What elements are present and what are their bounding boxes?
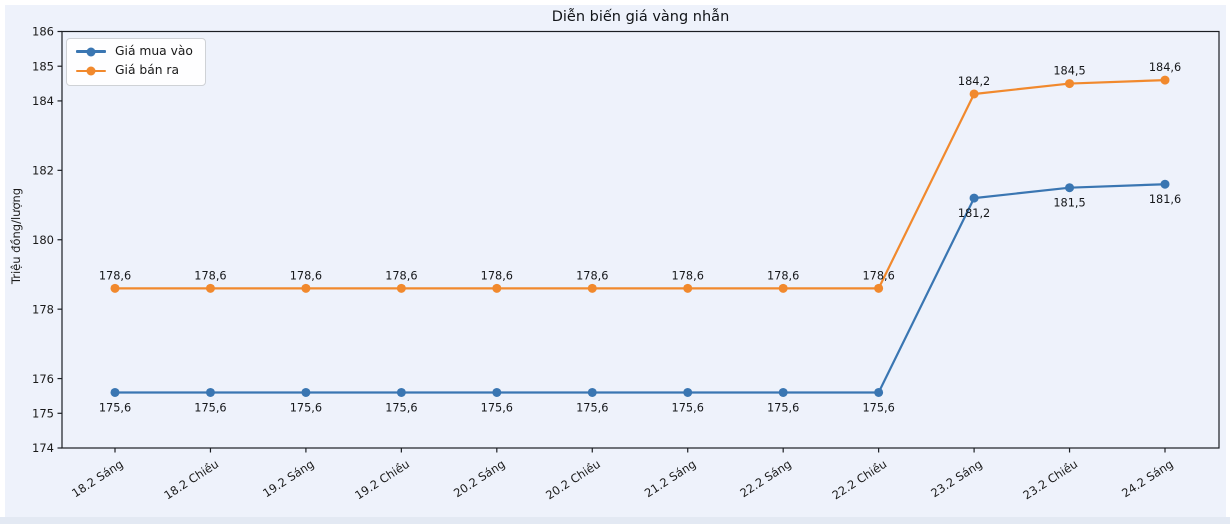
bottom-edge-band xyxy=(0,517,1230,524)
data-label: 175,6 xyxy=(385,401,417,414)
data-label: 175,6 xyxy=(767,401,799,414)
data-label: 178,6 xyxy=(194,269,226,282)
svg-text:185: 185 xyxy=(32,59,54,73)
data-label: 178,6 xyxy=(767,269,799,282)
legend-label-sell: Giá bán ra xyxy=(115,63,180,78)
svg-text:178: 178 xyxy=(32,302,54,316)
data-label: 175,6 xyxy=(99,401,131,414)
plot-frame xyxy=(61,30,1220,449)
data-label: 178,6 xyxy=(99,269,131,282)
y-axis-ticks: 174 175 176 178 180 182 184 185 186 xyxy=(32,25,62,455)
data-label: 175,6 xyxy=(290,401,322,414)
data-label: 178,6 xyxy=(576,269,608,282)
svg-text:22.2 Chiều: 22.2 Chiều xyxy=(830,457,890,503)
data-point xyxy=(205,283,215,293)
svg-text:19.2 Sáng: 19.2 Sáng xyxy=(260,457,316,500)
data-label: 184,6 xyxy=(1149,61,1181,74)
buy-series-swatch xyxy=(76,47,106,57)
sell-series-marker xyxy=(86,66,96,76)
svg-text:18.2 Chiều: 18.2 Chiều xyxy=(161,457,221,503)
sell-series-swatch xyxy=(76,66,106,76)
data-label: 175,6 xyxy=(194,401,226,414)
data-label: 178,6 xyxy=(481,269,513,282)
figure-background xyxy=(5,5,1226,518)
series-1: 178,6 178,6 178,6 178,6 178,6 178,6 178,6 178,6… xyxy=(99,61,1181,293)
data-point xyxy=(396,283,406,293)
data-label: 175,6 xyxy=(672,401,704,414)
data-label: 181,2 xyxy=(958,207,990,220)
data-label: 175,6 xyxy=(481,401,513,414)
svg-text:176: 176 xyxy=(32,372,54,386)
legend-item-sell: Giá bán ra xyxy=(76,63,193,78)
data-point xyxy=(587,283,597,293)
svg-text:22.2 Sáng: 22.2 Sáng xyxy=(737,457,793,500)
data-label: 184,5 xyxy=(1053,65,1085,78)
svg-text:20.2 Sáng: 20.2 Sáng xyxy=(451,457,507,500)
svg-text:21.2 Sáng: 21.2 Sáng xyxy=(642,457,698,500)
data-point xyxy=(587,387,597,397)
svg-text:23.2 Chiều: 23.2 Chiều xyxy=(1020,457,1080,503)
svg-text:20.2 Chiều: 20.2 Chiều xyxy=(543,457,603,503)
svg-text:18.2 Sáng: 18.2 Sáng xyxy=(69,457,125,500)
data-label: 181,6 xyxy=(1149,193,1181,206)
svg-text:175: 175 xyxy=(32,406,54,420)
data-point xyxy=(396,387,406,397)
svg-text:174: 174 xyxy=(32,441,54,455)
chart-title: Diễn biến giá vàng nhẫn xyxy=(551,9,730,25)
data-point xyxy=(492,283,502,293)
data-point xyxy=(1160,179,1170,189)
buy-series-marker xyxy=(86,47,96,57)
data-point xyxy=(683,387,693,397)
data-label: 175,6 xyxy=(576,401,608,414)
data-point xyxy=(110,283,120,293)
data-point xyxy=(1160,75,1170,85)
svg-text:182: 182 xyxy=(32,164,54,178)
data-point xyxy=(778,283,788,293)
data-point xyxy=(683,283,693,293)
legend-label-buy: Giá mua vào xyxy=(115,44,193,58)
legend-item-buy: Giá mua vào xyxy=(76,44,193,59)
data-point xyxy=(969,193,979,203)
data-point xyxy=(1065,79,1075,89)
data-label: 178,6 xyxy=(290,269,322,282)
data-label: 181,5 xyxy=(1053,197,1085,210)
data-point xyxy=(205,387,215,397)
data-point xyxy=(301,283,311,293)
data-label: 178,6 xyxy=(862,269,894,282)
data-point xyxy=(110,387,120,397)
data-label: 178,6 xyxy=(385,269,417,282)
data-point xyxy=(492,387,502,397)
series-0: 175,6 175,6 175,6 175,6 175,6 175,6 175,6 175,6… xyxy=(99,179,1181,414)
svg-text:24.2 Sáng: 24.2 Sáng xyxy=(1119,457,1175,500)
svg-text:19.2 Chiều: 19.2 Chiều xyxy=(352,457,412,503)
svg-text:23.2 Sáng: 23.2 Sáng xyxy=(928,457,984,500)
chart-legend: Giá mua vào Giá bán ra xyxy=(66,38,206,86)
data-point xyxy=(301,387,311,397)
data-point xyxy=(874,283,884,293)
svg-text:184: 184 xyxy=(32,94,54,108)
data-label: 184,2 xyxy=(958,75,990,88)
x-axis-ticks: 18.2 Sáng 18.2 Chiều 19.2 Sáng 19.2 Chiều 20… xyxy=(69,448,1176,503)
data-label: 175,6 xyxy=(862,401,894,414)
data-label: 178,6 xyxy=(672,269,704,282)
svg-text:180: 180 xyxy=(32,233,54,247)
svg-text:186: 186 xyxy=(32,25,54,39)
data-point xyxy=(969,89,979,99)
data-point xyxy=(778,387,788,397)
data-point xyxy=(874,387,884,397)
data-point xyxy=(1065,183,1075,193)
